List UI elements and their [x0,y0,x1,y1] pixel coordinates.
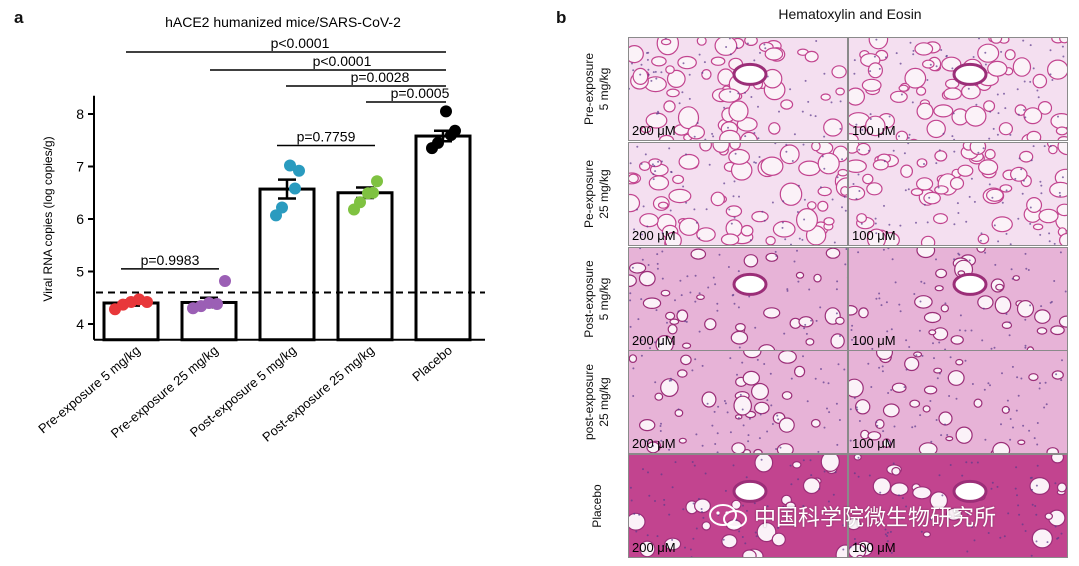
scale-bar-label: 100 μM [852,540,896,555]
row-label-line1: Pe-exposure [582,159,596,229]
scale-bar-label: 200 μM [632,436,676,451]
bar [336,191,394,342]
p-value-label: p<0.0001 [313,53,372,69]
data-point [141,295,153,308]
data-point [449,124,461,137]
watermark: 中国科学院微生物研究所 [708,500,996,532]
p-value-label: p=0.0005 [391,85,450,101]
scale-bar: 100 μM [852,123,896,138]
row-label-line2: 5 mg/kg [597,67,611,111]
x-tick-label: Placebo [409,343,455,385]
scale-bar: 100 μM [852,540,896,555]
micrograph-100um: 100 μM [848,350,1068,454]
y-tick-label: 7 [76,159,84,175]
scale-bar-label: 200 μM [632,228,676,243]
p-value-label: p=0.0028 [351,69,410,85]
y-tick-label: 8 [76,106,84,122]
data-point [219,274,231,287]
row-label-line2: 25 mg/kg [597,169,611,219]
watermark-text: 中国科学院微生物研究所 [754,505,997,530]
data-point [371,175,383,188]
scale-bar-label: 200 μM [632,123,676,138]
row-label-line1: Pre-exposure [582,52,596,126]
panel-a-letter: a [14,8,24,27]
bar [102,301,160,342]
y-tick-label: 4 [76,316,84,332]
scale-bar-label: 100 μM [852,123,896,138]
scale-bar-label: 100 μM [852,333,896,348]
histology-row-label: Pe-exposure 25 mg/kg [577,144,617,244]
scale-bar: 200 μM [632,333,676,348]
scale-bar: 200 μM [632,228,676,243]
micrograph-200um: 200 μM [628,454,848,558]
data-point [211,298,223,311]
y-tick-label: 5 [76,264,84,280]
data-point [354,196,366,209]
micrograph-200um: 200 μM [628,350,848,454]
scale-bar-label: 100 μM [852,228,896,243]
scale-bar-label: 200 μM [632,540,676,555]
data-point [289,182,301,195]
micrograph-200um: 200 μM [628,37,848,141]
micrograph-200um: 200 μM [628,247,848,351]
micrograph-200um: 200 μM [628,142,848,246]
histology-row-label: post-exposure 25 mg/kg [577,352,617,452]
row-label-line2: 25 mg/kg [597,377,611,427]
y-tick-label: 6 [76,211,84,227]
bar [414,134,472,342]
row-label-line1: Placebo [589,484,604,528]
p-value-label: p=0.9983 [141,252,200,268]
data-point [293,164,305,177]
row-label-line1: Post-exposure [582,260,596,338]
p-value-label: p=0.7759 [297,129,356,145]
data-point [432,136,444,149]
histology-row-label: Placebo [577,456,617,556]
micrograph-100um: 100 μM [848,247,1068,351]
scale-bar: 100 μM [852,333,896,348]
scale-bar: 100 μM [852,228,896,243]
wechat-icon [708,503,748,529]
data-point [284,159,296,172]
histology-row-label: Pre-exposure 5 mg/kg [577,39,617,139]
chart-title: hACE2 humanized mice/SARS-CoV-2 [165,14,401,30]
y-axis-label: Viral RNA copies (log copies/g) [41,136,55,301]
panel-b-letter: b [556,8,567,27]
bar-chart: 4 5 6 7 8 Viral RNA copies (log copies/g) hACE… [35,14,485,445]
p-value-label: p<0.0001 [271,35,330,51]
data-point [276,201,288,214]
scale-bar: 200 μM [632,540,676,555]
scale-bar: 100 μM [852,436,896,451]
bar [258,187,316,342]
data-point [440,105,452,118]
scale-bar: 200 μM [632,123,676,138]
micrograph-100um: 100 μM [848,454,1068,558]
histology-title: Hematoxylin and Eosin [778,6,922,22]
scale-bar: 200 μM [632,436,676,451]
histology-row-label: Post-exposure 5 mg/kg [577,249,617,349]
row-label-line2: 5 mg/kg [597,277,611,321]
data-point [362,187,374,200]
micrograph-100um: 100 μM [848,142,1068,246]
micrograph-100um: 100 μM [848,37,1068,141]
scale-bar-label: 100 μM [852,436,896,451]
scale-bar-label: 200 μM [632,333,676,348]
row-label-line1: post-exposure [582,363,596,441]
